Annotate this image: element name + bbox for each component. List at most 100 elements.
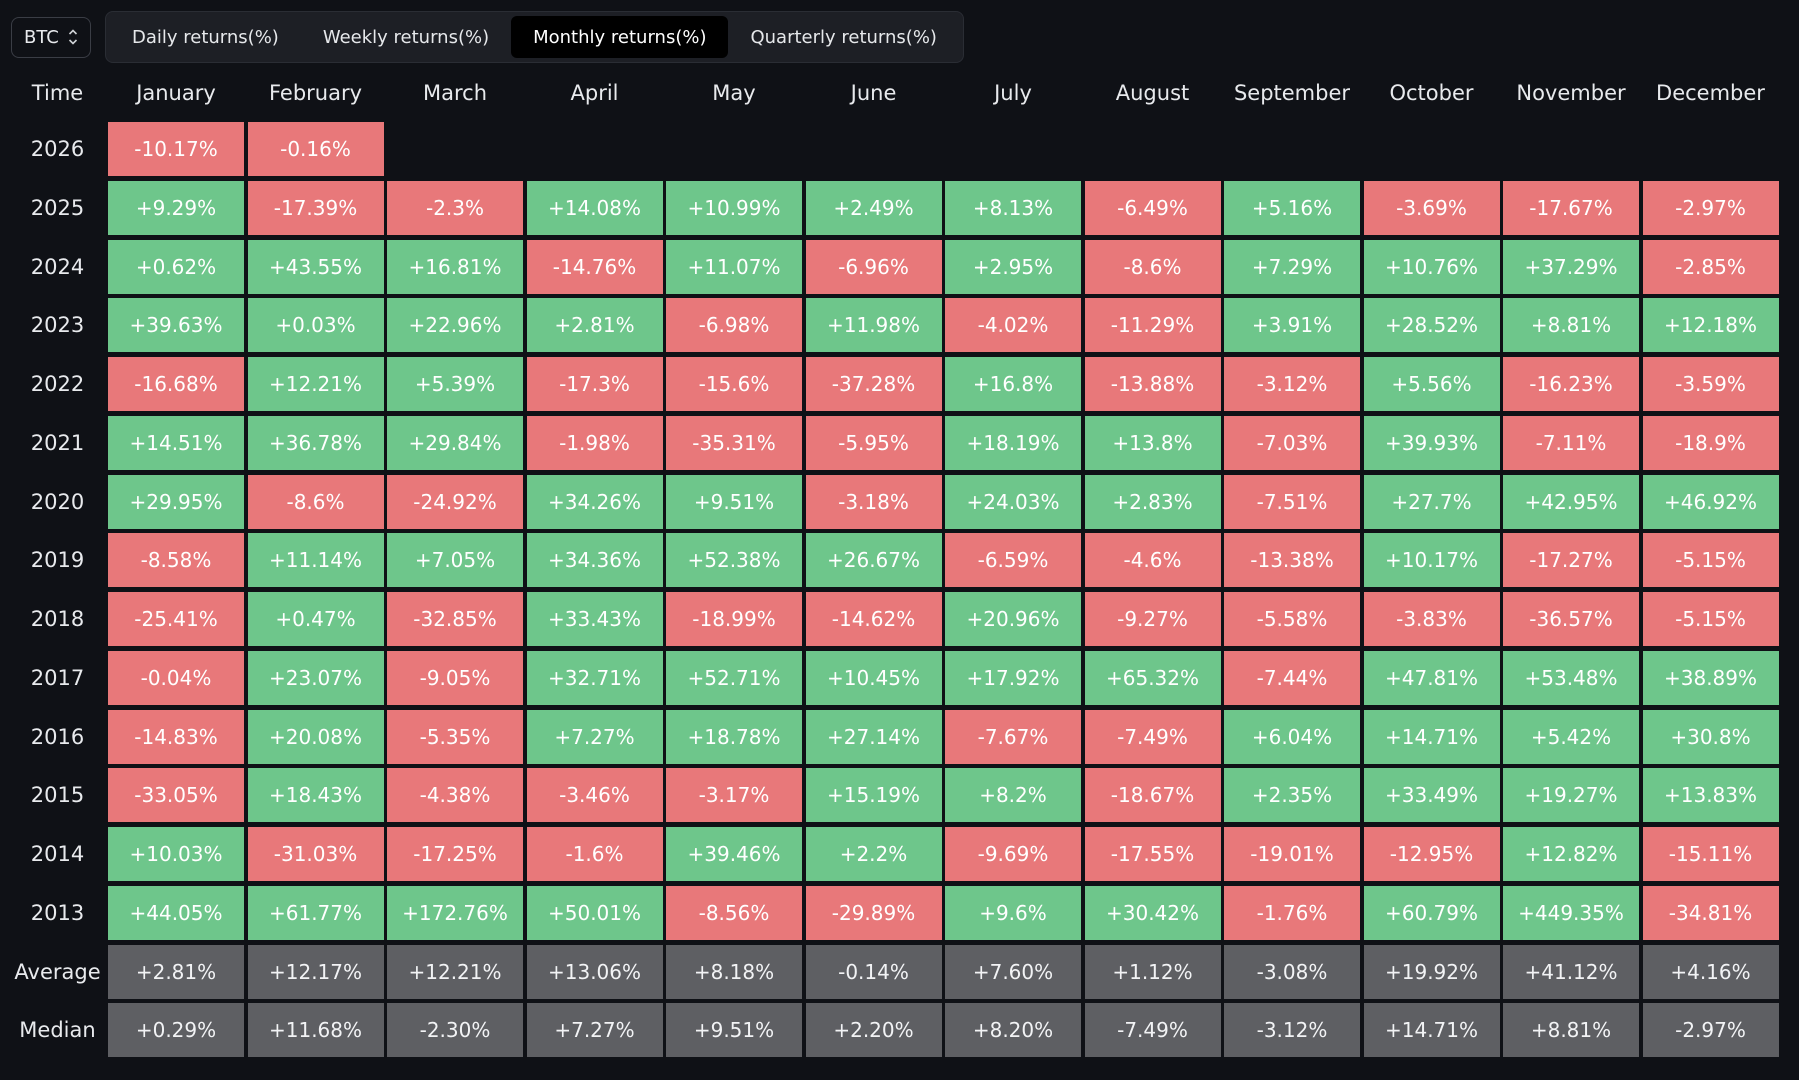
return-cell: -9.27% bbox=[1084, 592, 1221, 646]
return-cell: -17.55% bbox=[1084, 827, 1221, 881]
return-cell: +10.76% bbox=[1363, 239, 1500, 294]
return-cell: +9.6% bbox=[945, 885, 1081, 940]
summary-cell-median: +2.20% bbox=[805, 1003, 942, 1058]
return-cell: +33.49% bbox=[1363, 768, 1500, 823]
return-cell: -7.11% bbox=[1503, 415, 1639, 470]
return-cell: +172.76% bbox=[387, 885, 523, 940]
return-cell: +52.71% bbox=[666, 650, 802, 705]
return-cell: +449.35% bbox=[1503, 885, 1639, 940]
return-cell: +24.03% bbox=[945, 474, 1081, 529]
return-cell: +43.55% bbox=[247, 239, 384, 294]
return-cell: -12.95% bbox=[1363, 827, 1500, 881]
return-cell: +2.2% bbox=[805, 827, 942, 881]
column-header-april: April bbox=[570, 81, 619, 105]
return-cell: +44.05% bbox=[108, 885, 244, 940]
row-label-average: Average bbox=[14, 959, 101, 984]
asset-select-value: BTC bbox=[24, 26, 59, 48]
return-cell: -3.69% bbox=[1363, 180, 1500, 235]
summary-cell-average: +13.06% bbox=[526, 944, 663, 999]
return-cell: +22.96% bbox=[387, 298, 523, 353]
return-cell: -1.98% bbox=[526, 415, 663, 470]
return-cell: +10.03% bbox=[108, 827, 244, 881]
return-cell: -17.25% bbox=[387, 827, 523, 881]
row-label-2023: 2023 bbox=[30, 313, 85, 338]
summary-cell-median: +8.20% bbox=[945, 1003, 1081, 1058]
tab-quarterly-returns[interactable]: Quarterly returns(%) bbox=[750, 26, 937, 48]
return-cell: +5.16% bbox=[1224, 180, 1360, 235]
return-cell: +9.51% bbox=[666, 474, 802, 529]
row-label-2016: 2016 bbox=[30, 724, 85, 749]
return-cell: +8.13% bbox=[945, 180, 1081, 235]
return-cell: +7.27% bbox=[526, 709, 663, 764]
return-cell: -2.3% bbox=[387, 180, 523, 235]
return-cell: +10.99% bbox=[666, 180, 802, 235]
return-cell: +19.27% bbox=[1503, 768, 1639, 823]
tab-weekly-returns[interactable]: Weekly returns(%) bbox=[322, 26, 490, 48]
summary-cell-average: +41.12% bbox=[1503, 944, 1639, 999]
summary-cell-median: +14.71% bbox=[1363, 1003, 1500, 1058]
return-cell: +16.8% bbox=[945, 357, 1081, 411]
return-cell: -6.49% bbox=[1084, 180, 1221, 235]
return-cell: -14.62% bbox=[805, 592, 942, 646]
column-header-june: June bbox=[850, 81, 897, 105]
return-cell: -17.39% bbox=[247, 180, 384, 235]
tab-monthly-returns[interactable]: Monthly returns(%) bbox=[511, 16, 729, 58]
summary-cell-median: -3.12% bbox=[1224, 1003, 1360, 1058]
return-cell: +53.48% bbox=[1503, 650, 1639, 705]
return-cell: +2.35% bbox=[1224, 768, 1360, 823]
return-cell: -3.12% bbox=[1224, 357, 1360, 411]
return-cell: +18.19% bbox=[945, 415, 1081, 470]
return-cell: -7.44% bbox=[1224, 650, 1360, 705]
return-cell: -3.46% bbox=[526, 768, 663, 823]
return-cell: +11.98% bbox=[805, 298, 942, 353]
return-cell: -9.69% bbox=[945, 827, 1081, 881]
return-cell: -33.05% bbox=[108, 768, 244, 823]
summary-cell-average: +19.92% bbox=[1363, 944, 1500, 999]
asset-select[interactable]: BTC bbox=[11, 16, 91, 58]
return-cell: +65.32% bbox=[1084, 650, 1221, 705]
return-cell: +13.8% bbox=[1084, 415, 1221, 470]
return-cell: +30.8% bbox=[1642, 709, 1779, 764]
return-cell: +11.07% bbox=[666, 239, 802, 294]
toolbar: BTC Daily returns(%) Weekly returns(%) M… bbox=[11, 11, 964, 63]
row-label-2022: 2022 bbox=[30, 372, 85, 396]
row-label-2018: 2018 bbox=[30, 607, 85, 631]
return-cell: -17.67% bbox=[1503, 180, 1639, 235]
return-cell: +0.47% bbox=[247, 592, 384, 646]
return-cell: +16.81% bbox=[387, 239, 523, 294]
return-cell: +2.81% bbox=[526, 298, 663, 353]
return-cell: -32.85% bbox=[387, 592, 523, 646]
return-cell: -4.38% bbox=[387, 768, 523, 823]
return-cell: -9.05% bbox=[387, 650, 523, 705]
tab-daily-returns[interactable]: Daily returns(%) bbox=[132, 26, 279, 48]
column-header-november: November bbox=[1516, 81, 1626, 105]
return-cell: +29.84% bbox=[387, 415, 523, 470]
column-header-february: February bbox=[268, 81, 363, 105]
return-cell: +39.63% bbox=[108, 298, 244, 353]
return-cell: +50.01% bbox=[526, 885, 663, 940]
return-cell: -13.38% bbox=[1224, 533, 1360, 588]
return-cell: -15.11% bbox=[1642, 827, 1779, 881]
summary-cell-average: +12.21% bbox=[387, 944, 523, 999]
return-cell: +28.52% bbox=[1363, 298, 1500, 353]
return-cell: +5.56% bbox=[1363, 357, 1500, 411]
return-cell: -0.16% bbox=[247, 122, 384, 176]
summary-cell-average: -3.08% bbox=[1224, 944, 1360, 999]
return-cell: -15.6% bbox=[666, 357, 802, 411]
return-cell: -29.89% bbox=[805, 885, 942, 940]
column-header-may: May bbox=[712, 81, 756, 105]
return-cell: +26.67% bbox=[805, 533, 942, 588]
return-cell: -5.15% bbox=[1642, 592, 1779, 646]
summary-cell-median: -2.97% bbox=[1642, 1003, 1779, 1058]
return-cell: -7.49% bbox=[1084, 709, 1221, 764]
column-header-march: March bbox=[422, 81, 487, 105]
summary-cell-average: -0.14% bbox=[805, 944, 942, 999]
return-cell: -5.35% bbox=[387, 709, 523, 764]
return-cell: -10.17% bbox=[108, 122, 244, 176]
summary-cell-median: +11.68% bbox=[247, 1003, 384, 1058]
return-cell: +38.89% bbox=[1642, 650, 1779, 705]
return-cell: -3.59% bbox=[1642, 357, 1779, 411]
row-label-2017: 2017 bbox=[30, 665, 85, 690]
return-cell: -6.96% bbox=[805, 239, 942, 294]
return-cell: +2.83% bbox=[1084, 474, 1221, 529]
